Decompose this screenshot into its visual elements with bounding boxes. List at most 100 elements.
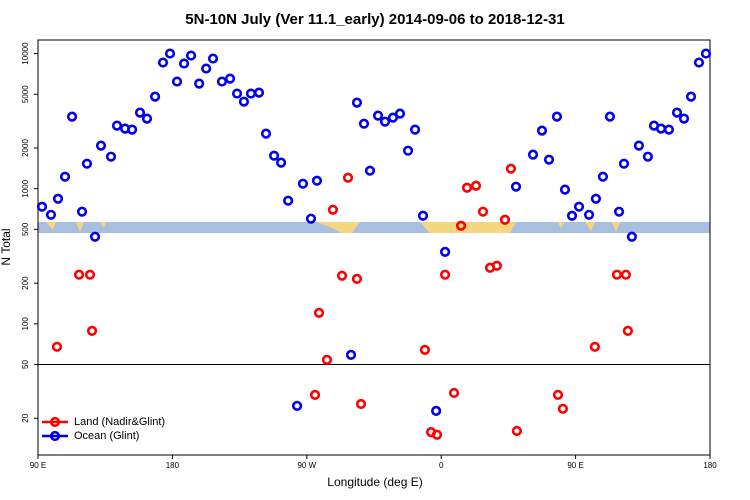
point: [505, 163, 517, 174]
x-tick-label: 90 E: [567, 461, 583, 470]
point: [66, 111, 78, 122]
y-tick-label: 5000: [21, 85, 30, 103]
point: [95, 140, 107, 151]
point: [491, 260, 503, 271]
point: [470, 180, 482, 191]
point: [685, 91, 697, 102]
point: [590, 193, 602, 204]
point: [351, 273, 363, 285]
point: [419, 344, 431, 355]
point: [149, 91, 161, 102]
x-tick-label: 90 E: [30, 461, 46, 470]
point: [551, 111, 563, 122]
point: [260, 128, 272, 139]
point: [327, 204, 339, 215]
point: [321, 354, 333, 365]
point: [291, 400, 303, 412]
point: [597, 171, 609, 182]
point: [655, 123, 667, 134]
point: [626, 231, 637, 242]
y-tick-label: 2000: [21, 139, 30, 157]
point: [589, 341, 600, 352]
point: [311, 175, 323, 186]
point: [358, 118, 370, 129]
point: [604, 111, 616, 122]
point: [671, 107, 683, 118]
point: [633, 140, 645, 151]
point: [387, 112, 399, 123]
point: [583, 209, 595, 220]
point: [663, 124, 675, 135]
point: [178, 58, 190, 69]
point: [231, 88, 243, 99]
x-tick-label: 0: [439, 461, 444, 470]
point: [700, 48, 712, 59]
point: [185, 50, 197, 61]
point: [52, 193, 64, 204]
point: [552, 389, 564, 400]
point: [313, 307, 325, 318]
point: [431, 405, 442, 416]
point: [268, 150, 280, 161]
point: [527, 149, 539, 160]
point: [559, 184, 571, 195]
point: [622, 325, 633, 336]
plot-frame: [37, 39, 711, 456]
point: [566, 210, 578, 221]
point: [126, 124, 138, 135]
point: [207, 53, 219, 64]
point: [642, 151, 653, 162]
point: [611, 269, 623, 280]
point: [336, 270, 348, 281]
point: [171, 76, 183, 87]
point: [81, 158, 93, 169]
point: [276, 157, 287, 168]
point: [342, 172, 354, 183]
point: [543, 154, 555, 165]
point: [84, 269, 96, 280]
legend-label: Ocean (Glint): [74, 430, 139, 442]
y-tick-label: 100: [21, 317, 30, 331]
chart-title: 5N-10N July (Ver 11.1_early) 2014-09-06 …: [185, 11, 564, 28]
point: [224, 73, 236, 84]
point: [194, 78, 205, 89]
point: [394, 108, 406, 119]
point: [431, 429, 443, 440]
legend-label: Land (Nadir&Glint): [74, 416, 165, 428]
point: [51, 341, 63, 352]
point: [461, 182, 473, 193]
y-tick-label: 10000: [21, 42, 30, 65]
x-tick-label: 90 W: [297, 461, 316, 470]
point: [499, 214, 511, 225]
point: [402, 145, 414, 156]
point: [678, 113, 690, 124]
point: [439, 246, 451, 257]
legend-marker: [49, 416, 61, 428]
x-tick-label: 180: [703, 461, 717, 470]
point: [134, 107, 146, 118]
point: [409, 124, 421, 135]
point: [164, 48, 176, 59]
point: [557, 403, 569, 414]
point: [693, 57, 705, 68]
y-tick-label: 500: [21, 222, 30, 236]
point: [45, 209, 57, 220]
land-silhouette: [46, 222, 620, 233]
point: [105, 151, 117, 162]
point: [73, 269, 85, 280]
point: [253, 87, 265, 98]
point: [372, 110, 384, 121]
point: [297, 178, 309, 189]
point: [355, 398, 367, 410]
y-tick-label: 200: [21, 276, 30, 290]
point: [157, 57, 169, 68]
ocean-band: [38, 222, 710, 233]
point: [477, 206, 489, 217]
x-axis-label: Longitude (deg E): [327, 475, 422, 489]
point: [618, 158, 630, 169]
point: [417, 210, 429, 221]
point: [510, 181, 522, 192]
point: [613, 206, 625, 217]
point: [379, 116, 391, 127]
